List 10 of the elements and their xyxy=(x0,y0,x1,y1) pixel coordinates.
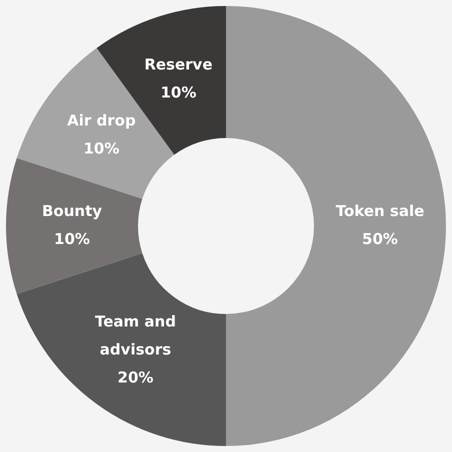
slice-label: Team and advisors xyxy=(95,312,176,358)
data-label: 10% xyxy=(160,83,196,102)
slice-label: Reserve xyxy=(144,55,213,74)
data-label: 20% xyxy=(118,368,154,386)
data-label: 50% xyxy=(362,230,398,248)
slice-label: Air drop xyxy=(67,111,136,130)
slice-label: Token sale xyxy=(336,202,424,220)
slice-label: Bounty xyxy=(42,202,102,220)
data-label: 10% xyxy=(54,230,90,248)
data-label: 10% xyxy=(83,139,120,158)
